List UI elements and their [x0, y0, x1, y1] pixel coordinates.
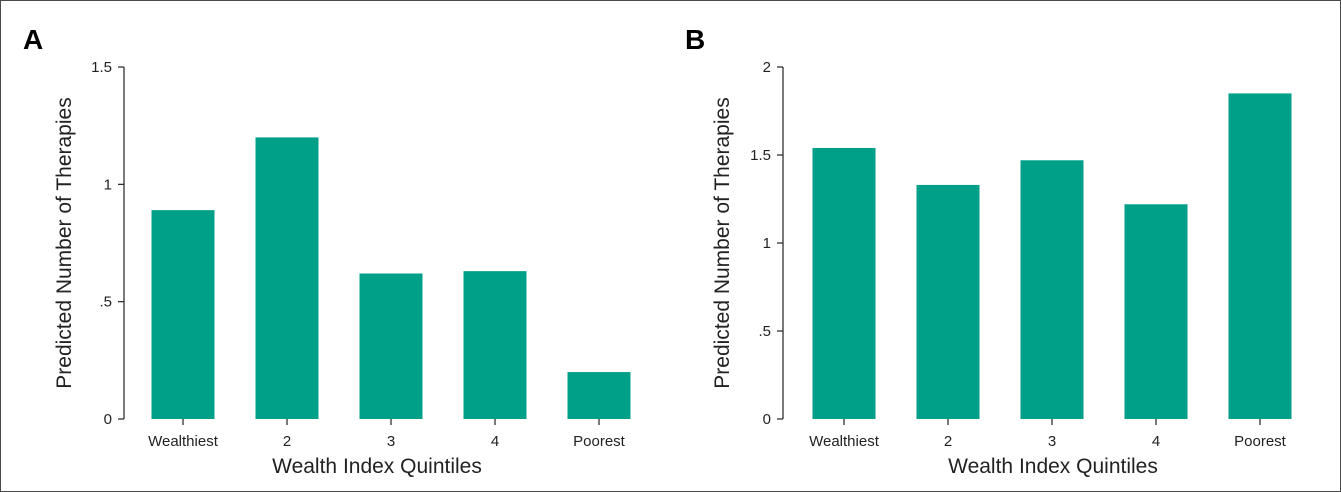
- panel-a-bar-4: [463, 271, 527, 419]
- panel-a-bar-5: [567, 372, 631, 419]
- panel-a-x-tick-label-2: 2: [283, 433, 291, 450]
- panel-a-x-axis-title: Wealth Index Quintiles: [272, 455, 482, 478]
- panel-b-bar-4: [1124, 204, 1188, 419]
- panel-b-x-tick-label-2: 2: [944, 433, 952, 450]
- panel-a-letter: A: [23, 24, 43, 55]
- panel-b-y-tick-label-5: 2: [763, 59, 771, 76]
- panel-a-y-tick-label-4: 1.5: [91, 59, 112, 76]
- panel-b-letter: B: [685, 24, 705, 55]
- panel-a-y-tick-label-3: 1: [104, 176, 112, 193]
- panel-a-bar-3: [359, 273, 423, 419]
- panel-a-y-tick-label-2: .5: [99, 294, 112, 311]
- panel-b-bar-3: [1020, 160, 1084, 419]
- panel-b-bar-2: [916, 184, 980, 419]
- panel-a-x-tick-label-3: 3: [387, 433, 395, 450]
- panel-b-x-tick-label-4: 4: [1152, 433, 1160, 450]
- panel-a-bar-2: [255, 137, 319, 419]
- panel-a-y-axis-title: Predicted Number of Therapies: [53, 97, 76, 388]
- panel-b-y-tick-label-3: 1: [763, 235, 771, 252]
- panel-a-x-tick-label-1: Wealthiest: [148, 433, 219, 450]
- panel-b-x-axis-title: Wealth Index Quintiles: [948, 455, 1158, 478]
- panel-b-bar-1: [812, 147, 876, 419]
- panel-b-x-tick-label-5: Poorest: [1234, 433, 1287, 450]
- panel-b-x-tick-label-1: Wealthiest: [809, 433, 880, 450]
- panel-a-y-tick-label-1: 0: [104, 411, 112, 428]
- panel-b-y-axis-title: Predicted Number of Therapies: [711, 97, 734, 388]
- panel-b-y-tick-label-4: 1.5: [750, 147, 771, 164]
- panel-b-y-tick-label-1: 0: [763, 411, 771, 428]
- panel-a-bar-1: [151, 210, 215, 419]
- panel-b-bar-5: [1228, 93, 1292, 420]
- panel-a-x-tick-label-4: 4: [491, 433, 499, 450]
- panel-b-x-tick-label-3: 3: [1048, 433, 1056, 450]
- panel-a-x-tick-label-5: Poorest: [573, 433, 626, 450]
- panel-b-y-tick-label-2: .5: [758, 323, 771, 340]
